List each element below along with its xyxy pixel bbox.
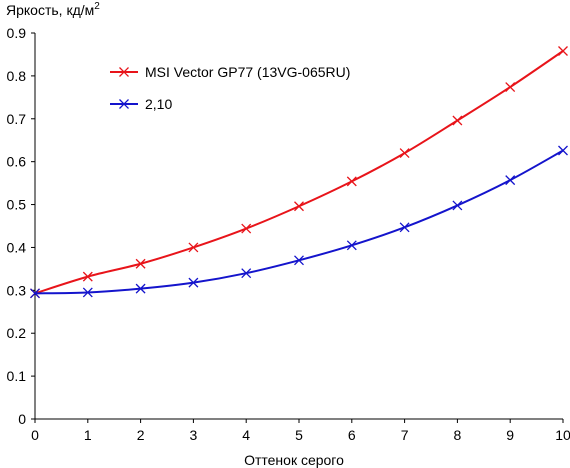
series-point-marker bbox=[294, 255, 304, 266]
legend-item: MSI Vector GP77 (13VG-065RU) bbox=[110, 64, 350, 80]
y-tick-label: 0.2 bbox=[7, 325, 27, 341]
series-point-marker bbox=[188, 277, 199, 288]
series-point-marker bbox=[558, 145, 568, 156]
y-tick-label: 0.6 bbox=[7, 154, 27, 170]
x-ticks: 0 1 2 3 4 5 6 7 8 9 10 bbox=[31, 419, 570, 443]
legend-label: MSI Vector GP77 (13VG-065RU) bbox=[145, 64, 350, 80]
y-tick-label: 0.5 bbox=[7, 197, 27, 213]
series-point-marker bbox=[135, 283, 146, 294]
series-line bbox=[34, 50, 564, 295]
series-2 bbox=[30, 145, 568, 299]
y-tick-label: 0.4 bbox=[7, 239, 27, 255]
x-tick-label: 1 bbox=[84, 427, 92, 443]
series-point-marker bbox=[399, 222, 410, 233]
x-tick-label: 7 bbox=[401, 427, 409, 443]
legend-item: 2,10 bbox=[110, 96, 172, 112]
y-ticks: 0 0.1 0.2 0.3 0.4 0.5 0.6 0.7 0.8 0.9 bbox=[7, 25, 35, 427]
x-tick-label: 3 bbox=[190, 427, 198, 443]
x-axis-title: Оттенок серого bbox=[244, 452, 344, 468]
series-point-marker bbox=[346, 240, 357, 251]
series-point-marker bbox=[241, 223, 252, 234]
series-point-marker bbox=[558, 46, 568, 56]
y-axis-title: Яркость, кд/м2 bbox=[6, 1, 100, 18]
x-tick-label: 4 bbox=[242, 427, 250, 443]
y-tick-label: 0.3 bbox=[7, 282, 27, 298]
x-tick-label: 5 bbox=[295, 427, 303, 443]
legend: MSI Vector GP77 (13VG-065RU) 2,10 bbox=[110, 64, 350, 112]
y-axis-title-text: Яркость, кд/м bbox=[6, 2, 94, 18]
x-tick-label: 9 bbox=[506, 427, 514, 443]
y-tick-label: 0.7 bbox=[7, 111, 27, 127]
series-point-marker bbox=[346, 176, 357, 187]
series-point-marker bbox=[135, 258, 146, 269]
x-tick-label: 6 bbox=[348, 427, 356, 443]
y-tick-label: 0.9 bbox=[7, 25, 27, 41]
legend-swatch-marker bbox=[119, 99, 129, 109]
series-point-marker bbox=[399, 148, 410, 159]
x-tick-label: 0 bbox=[31, 427, 39, 443]
legend-label: 2,10 bbox=[145, 96, 172, 112]
x-tick-label: 10 bbox=[555, 427, 570, 443]
series-point-marker bbox=[505, 82, 516, 92]
series-point-marker bbox=[82, 287, 93, 298]
x-tick-label: 2 bbox=[137, 427, 145, 443]
series-layer bbox=[30, 46, 568, 299]
legend-swatch-marker bbox=[119, 67, 129, 77]
axes bbox=[34, 33, 563, 420]
series-point-marker bbox=[294, 201, 304, 212]
x-tick-label: 8 bbox=[454, 427, 462, 443]
series-point-marker bbox=[188, 242, 199, 253]
series-point-marker bbox=[241, 268, 252, 279]
series-point-marker bbox=[82, 271, 93, 282]
y-axis-title-superscript: 2 bbox=[94, 1, 100, 12]
y-tick-label: 0 bbox=[18, 411, 26, 427]
series-point-marker bbox=[30, 288, 40, 299]
y-tick-label: 0.1 bbox=[7, 368, 27, 384]
series-point-marker bbox=[452, 115, 463, 126]
series-point-marker bbox=[505, 175, 516, 186]
series-line bbox=[34, 149, 564, 295]
y-tick-label: 0.8 bbox=[7, 68, 27, 84]
series-point-marker bbox=[452, 200, 463, 211]
